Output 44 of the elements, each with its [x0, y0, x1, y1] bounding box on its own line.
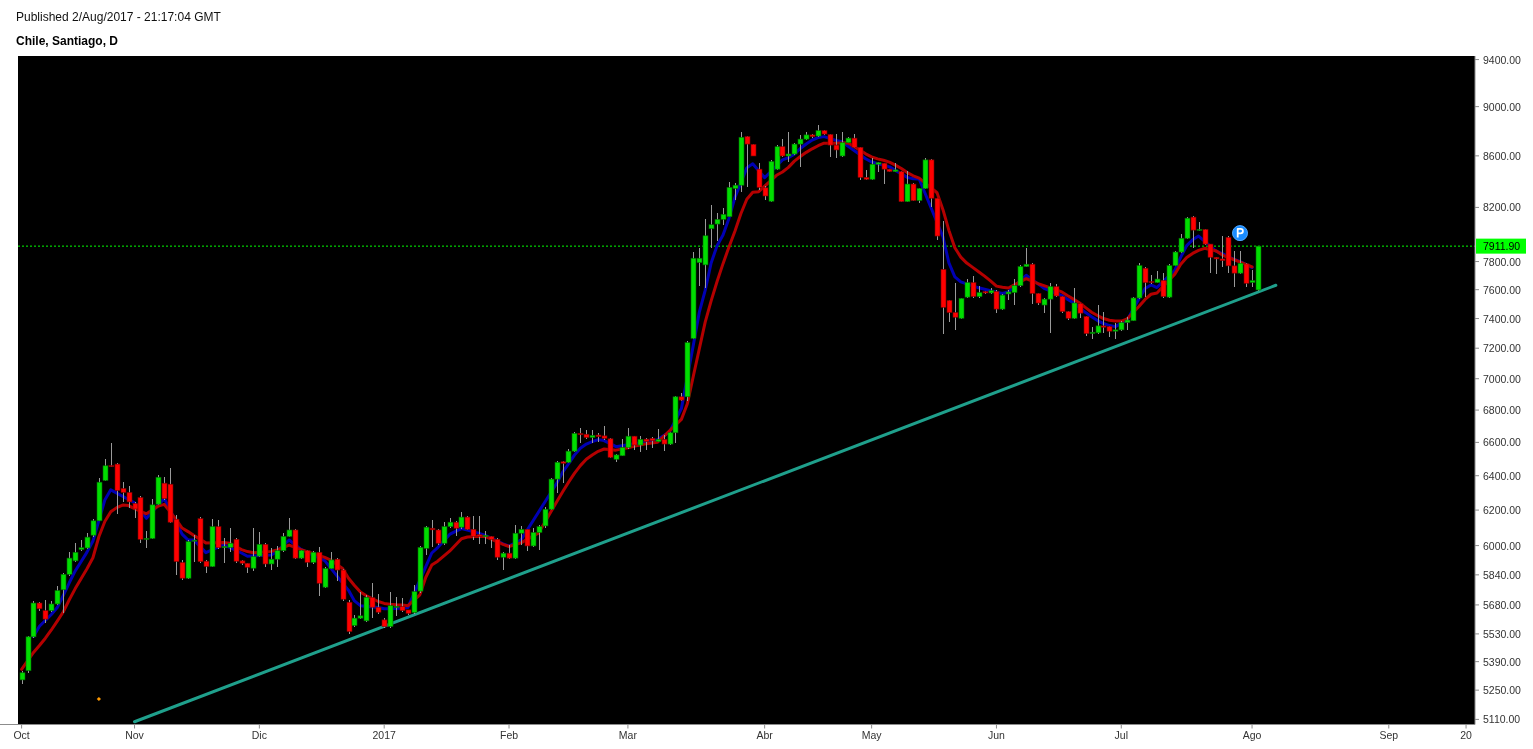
x-tick-label: Jun	[987, 728, 1006, 741]
y-tick-label: 6200.00	[1483, 504, 1522, 517]
y-tick-label: 7200.00	[1483, 342, 1522, 355]
y-tick-label: 5840.00	[1483, 568, 1522, 581]
candlestick	[500, 551, 507, 571]
candlestick	[1071, 287, 1078, 320]
x-tick-label: Abr	[756, 728, 774, 741]
y-tick-label: 7400.00	[1483, 312, 1522, 325]
candlestick	[904, 170, 911, 203]
x-tick-label: Nov	[125, 728, 145, 741]
candlestick	[1190, 215, 1197, 249]
y-tick-label: 5110.00	[1483, 713, 1521, 726]
y-tick-label: 5530.00	[1483, 627, 1522, 640]
x-tick-label: Oct	[13, 728, 30, 741]
y-tick-label: 7600.00	[1483, 283, 1522, 296]
y-tick-label: 5390.00	[1483, 655, 1522, 668]
candlestick	[970, 275, 977, 299]
y-tick-label: 9400.00	[1483, 53, 1522, 66]
chart-title: Chile, Santiago, D	[16, 34, 119, 48]
x-tick-label: May	[861, 728, 883, 741]
x-tick-label: Feb	[499, 728, 519, 741]
candlestick	[262, 542, 269, 568]
y-tick-label: 6800.00	[1483, 404, 1522, 417]
y-tick-label: 5680.00	[1483, 598, 1522, 611]
x-tick-label: Sep	[1379, 728, 1399, 741]
y-tick-label: 6000.00	[1483, 539, 1522, 552]
y-tick-label: 5250.00	[1483, 684, 1522, 697]
candlestick	[1160, 272, 1167, 299]
x-tick-label: Jul	[1114, 728, 1129, 741]
text: Published 2/Aug/2017 - 21:17:04 GMT	[16, 10, 222, 24]
y-tick-label: 7000.00	[1483, 372, 1522, 385]
x-tick-label: Dic	[251, 728, 267, 741]
y-tick-label: 8200.00	[1483, 201, 1522, 214]
candlestick	[215, 519, 222, 550]
x-tick-label: Mar	[618, 728, 638, 741]
y-tick-label: 7800.00	[1483, 255, 1522, 268]
x-tick-label: 20	[1460, 728, 1473, 741]
y-tick-label: 6400.00	[1483, 469, 1522, 482]
x-tick-label: Ago	[1242, 728, 1262, 741]
y-tick-label: 9000.00	[1483, 100, 1522, 113]
ref-line-label: 7911.90	[1483, 240, 1521, 253]
y-tick-label: 8600.00	[1483, 149, 1522, 162]
x-tick-label: 2017	[372, 728, 397, 741]
y-tick-label: 6600.00	[1483, 436, 1522, 449]
